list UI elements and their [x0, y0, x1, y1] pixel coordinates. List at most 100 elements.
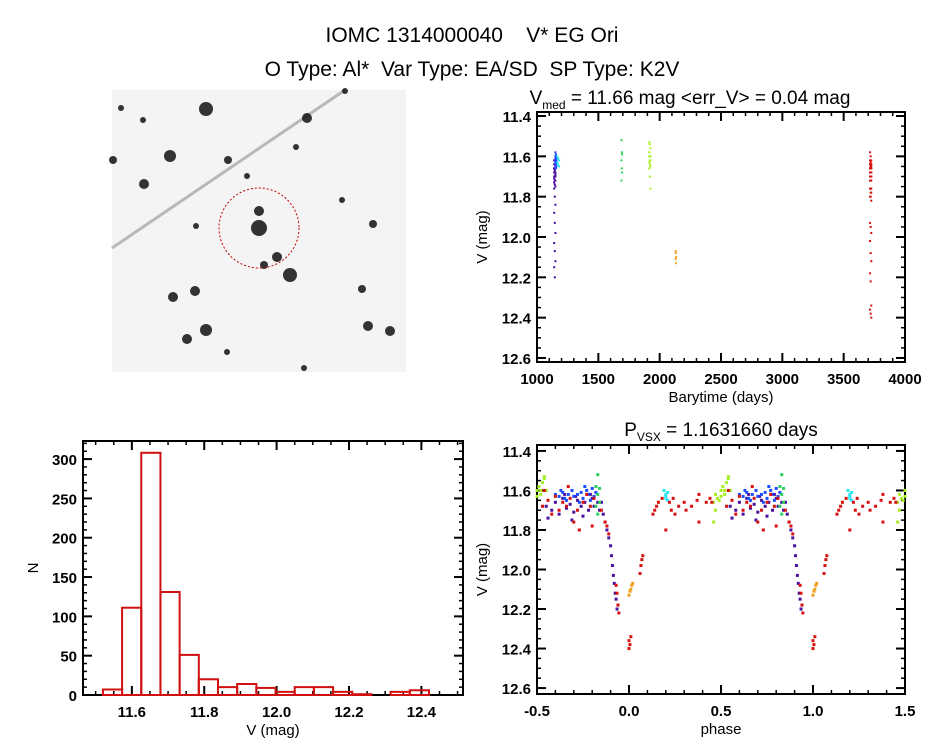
data-point-purple: [546, 516, 550, 520]
data-point-purple: [609, 544, 613, 548]
data-point-red: [774, 524, 778, 528]
data-point-red: [869, 308, 872, 311]
data-point-yellowgreen: [726, 475, 730, 479]
x-tick-label: 12.0: [262, 704, 291, 721]
data-point-blue: [592, 494, 596, 498]
star: [363, 321, 373, 331]
data-point-purple: [759, 498, 763, 502]
histogram-bar: [293, 686, 315, 697]
data-point-yellowgreen: [649, 147, 652, 150]
data-point-red: [653, 508, 657, 512]
data-point-red: [811, 647, 815, 651]
data-point-purple: [797, 591, 801, 595]
data-point-purple: [553, 183, 556, 186]
data-point-purple: [610, 554, 614, 558]
data-point-cyan: [558, 165, 561, 168]
data-point-purple: [741, 512, 745, 516]
data-point-purple: [765, 514, 769, 518]
data-point-purple: [795, 573, 799, 577]
data-point-yellowgreen: [648, 143, 651, 146]
data-point-purple: [771, 508, 775, 512]
star: [109, 156, 117, 164]
data-point-green: [598, 486, 602, 490]
data-point-cyan: [666, 498, 670, 502]
data-point-purple: [791, 536, 795, 540]
data-point-red: [741, 508, 745, 512]
data-point-red: [737, 494, 741, 498]
phased-title: PVSX = 1.1631660 days: [624, 420, 818, 444]
data-point-blue: [554, 163, 557, 166]
data-point-red: [553, 494, 557, 498]
data-point-purple: [553, 266, 556, 269]
data-point-red: [894, 500, 898, 504]
data-point-yellowgreen: [896, 500, 900, 504]
data-point-purple: [553, 242, 556, 245]
data-point-cyan: [666, 490, 670, 494]
data-point-red: [855, 496, 859, 500]
data-point-red: [557, 508, 561, 512]
data-point-cyan: [848, 494, 852, 498]
data-point-purple: [748, 506, 752, 510]
data-point-blue: [554, 167, 557, 170]
data-point-red: [881, 492, 885, 496]
data-point-purple: [794, 564, 798, 568]
y-tick-label: 12.0: [502, 563, 531, 580]
data-point-red: [870, 167, 873, 170]
data-point-red: [541, 504, 545, 508]
data-point-blue: [572, 494, 576, 498]
data-point-red: [726, 488, 730, 492]
data-point-orange: [674, 250, 677, 253]
data-point-red: [869, 167, 872, 170]
data-point-orange: [627, 593, 631, 597]
data-point-purple: [785, 512, 789, 516]
data-point-purple: [581, 514, 585, 518]
star: [302, 113, 312, 123]
data-point-yellowgreen: [725, 481, 729, 485]
data-point-purple: [554, 185, 557, 188]
data-point-red: [765, 500, 769, 504]
data-point-red: [566, 485, 570, 488]
x-tick-label: 0.0: [619, 703, 640, 720]
data-point-purple: [554, 260, 557, 263]
y-tick-label: 12.2: [502, 270, 531, 287]
data-point-green: [782, 486, 786, 490]
data-point-purple: [782, 508, 786, 512]
data-point-red: [869, 195, 872, 198]
data-point-green: [620, 167, 623, 170]
data-point-blue: [771, 492, 775, 496]
star: [118, 105, 124, 111]
data-point-blue: [579, 490, 583, 494]
data-point-purple: [799, 607, 803, 611]
data-point-blue: [563, 496, 567, 500]
data-point-red: [615, 591, 619, 595]
histogram-bar: [121, 606, 143, 697]
data-point-blue: [564, 498, 568, 502]
data-point-red: [869, 179, 872, 182]
data-point-purple: [564, 506, 568, 510]
histogram-bar: [216, 686, 239, 697]
data-point-yellowgreen: [537, 485, 541, 488]
data-point-blue: [776, 494, 780, 498]
data-point-yellowgreen: [712, 520, 716, 524]
data-point-purple: [572, 510, 576, 514]
data-point-red: [708, 496, 712, 500]
data-point-purple: [763, 504, 767, 508]
star: [224, 349, 230, 355]
data-point-yellowgreen: [539, 492, 543, 496]
x-tick-label: -0.5: [524, 703, 550, 720]
data-point-purple: [575, 498, 579, 502]
data-point-yellowgreen: [719, 488, 723, 492]
data-point-green: [780, 492, 784, 496]
data-point-purple: [745, 496, 749, 500]
y-tick-label: 12.6: [502, 681, 531, 698]
data-point-yellowgreen: [648, 163, 651, 166]
data-point-purple: [605, 528, 609, 532]
data-point-green: [782, 500, 786, 504]
data-point-purple: [553, 177, 556, 180]
data-point-blue: [756, 494, 760, 498]
data-point-red: [851, 500, 855, 504]
star: [385, 326, 395, 336]
data-point-red: [748, 504, 752, 508]
star: [339, 197, 345, 203]
data-point-red: [789, 524, 793, 528]
